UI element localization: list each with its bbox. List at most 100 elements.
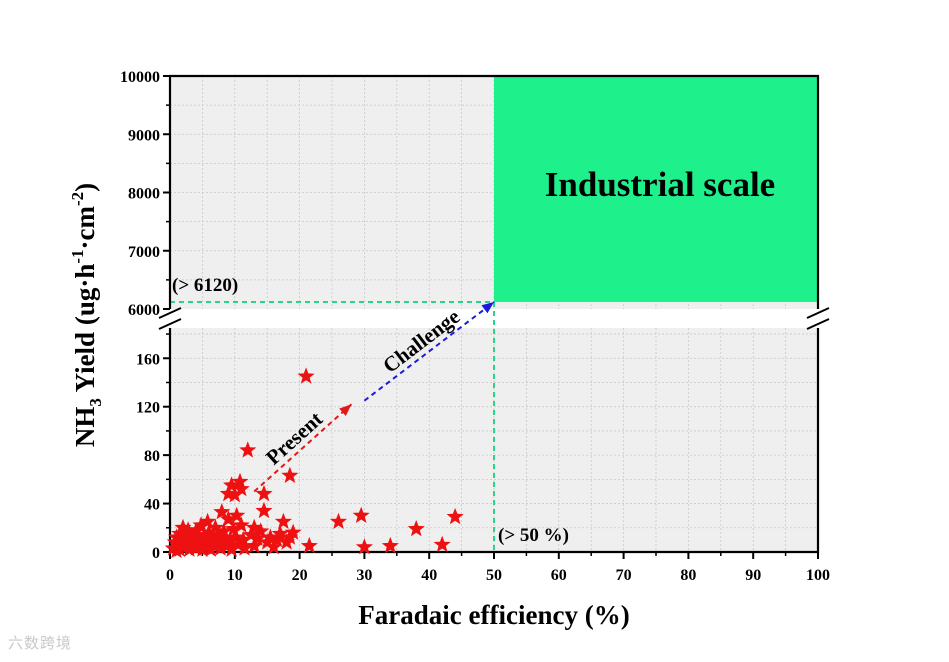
axis-break-mark: [806, 307, 830, 319]
y-title-sup2: -2: [68, 192, 87, 206]
data-point-star: [210, 526, 228, 543]
x-tick-label: 90: [745, 567, 761, 584]
data-point-star: [284, 523, 302, 540]
x-tick-label: 10: [227, 567, 243, 584]
data-point-star: [355, 538, 373, 555]
x-tick-label: 60: [551, 567, 567, 584]
data-point-star: [174, 518, 192, 536]
y-title-close: ): [70, 183, 100, 192]
data-point-star: [226, 528, 244, 545]
data-point-star: [242, 526, 260, 543]
data-point-star: [236, 539, 254, 556]
y-title-rest: Yield (ug·h: [70, 264, 100, 399]
data-point-star: [203, 528, 221, 545]
y-tick-label: 0: [152, 545, 160, 562]
data-point-star: [229, 535, 247, 552]
x-axis-ticks: 0 10 20 30 40 50 60 70 80 90 100: [166, 552, 830, 584]
data-point-star: [212, 539, 230, 556]
y-tick-label: 80: [144, 448, 160, 465]
data-point-star: [231, 472, 249, 490]
data-point-star: [232, 516, 250, 533]
y-tick-label: 9000: [128, 127, 160, 144]
x-tick-label: 0: [166, 567, 174, 584]
data-point-star: [193, 532, 211, 549]
challenge-arrow-line: [363, 301, 495, 402]
y-tick-label: 160: [136, 351, 160, 368]
data-point-star: [274, 512, 292, 529]
data-point-star: [192, 516, 210, 533]
y-tick-label: 7000: [128, 244, 160, 261]
data-point-star: [261, 528, 279, 545]
y-title-mid: ·cm: [70, 205, 100, 249]
data-point-star: [179, 521, 197, 538]
data-point-star: [224, 520, 243, 537]
x-axis-title: Faradaic efficiency (%): [358, 600, 629, 630]
data-point-star: [265, 538, 283, 555]
threshold-lines: [170, 301, 495, 552]
data-point-star: [433, 535, 451, 552]
data-point-star: [223, 540, 241, 557]
data-point-star: [199, 512, 217, 529]
data-point-star: [239, 441, 257, 458]
data-point-star: [213, 503, 231, 520]
data-point-star: [271, 524, 289, 542]
data-point-star: [228, 506, 246, 523]
data-point-star: [407, 520, 425, 537]
data-point-star: [300, 536, 318, 554]
y-tick-label: 120: [136, 400, 160, 417]
data-point-star: [221, 532, 239, 549]
data-point-star: [281, 466, 299, 483]
y-title-sup1: -1: [68, 249, 87, 263]
x-tick-label: 50: [486, 567, 502, 584]
y-tick-label: 8000: [128, 186, 160, 203]
data-point-star: [255, 501, 273, 519]
data-point-star: [216, 528, 234, 545]
data-point-star: [252, 522, 270, 539]
watermark: 六数跨境: [8, 634, 73, 652]
y-axis-ticks: 6000 7000 8000 9000 10000 0 40 80 120 160: [120, 69, 170, 562]
y-threshold-label: (> 6120): [172, 275, 238, 296]
y-axis-title: NH3 Yield (ug·h-1·cm-2): [68, 183, 105, 447]
x-tick-label: 20: [292, 567, 308, 584]
axis-break-mark: [806, 318, 830, 330]
data-point-star: [226, 486, 244, 503]
data-point-star: [195, 526, 213, 543]
data-point-star: [215, 522, 233, 539]
data-point-star: [248, 529, 266, 546]
industrial-scale-region: [494, 76, 818, 303]
axis-break-mark: [158, 307, 182, 319]
data-point-star: [381, 536, 399, 554]
data-point-star: [446, 507, 464, 525]
data-point-star: [255, 484, 273, 502]
data-point-star: [219, 510, 237, 527]
data-point-star: [234, 530, 252, 548]
y-tick-label: 10000: [120, 69, 160, 86]
y-title-sub: 3: [86, 398, 105, 407]
x-tick-label: 70: [616, 567, 632, 584]
present-arrow-head: [339, 404, 352, 417]
data-point-star: [223, 476, 241, 493]
data-point-star: [297, 367, 315, 384]
industrial-scale-label: Industrial scale: [545, 165, 775, 204]
data-point-star: [245, 536, 263, 554]
x-tick-label: 80: [680, 567, 696, 584]
x-tick-label: 30: [356, 567, 372, 584]
trend-arrows: [253, 301, 495, 493]
axis-break-mark: [158, 318, 182, 330]
y-title-main: NH: [70, 407, 100, 448]
y-tick-label: 6000: [128, 302, 160, 319]
data-point-star: [232, 480, 250, 497]
data-point-star: [189, 529, 207, 546]
data-point-star: [329, 512, 347, 529]
data-point-star: [206, 518, 224, 536]
data-point-star: [187, 522, 205, 539]
data-point-star: [200, 523, 218, 540]
data-point-star: [352, 506, 370, 523]
data-point-star: [245, 518, 263, 536]
present-arrow-line: [253, 403, 353, 493]
challenge-arrow-head: [481, 302, 494, 314]
x-tick-label: 100: [806, 567, 830, 584]
x-tick-label: 40: [421, 567, 437, 584]
x-threshold-label: (> 50 %): [498, 525, 569, 546]
